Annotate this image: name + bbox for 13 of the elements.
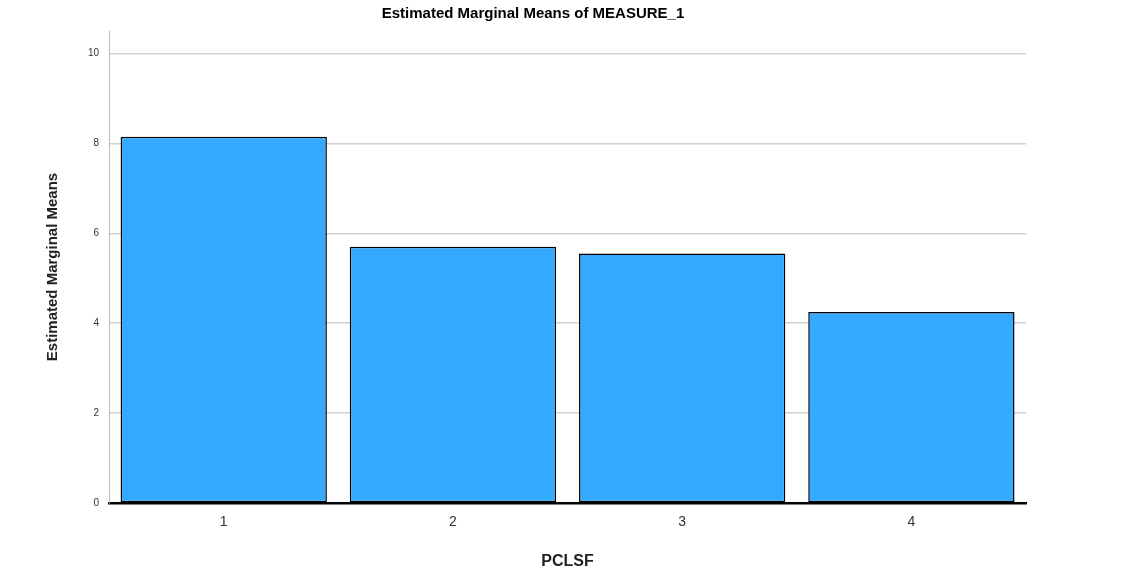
y-tick-label: 8 — [93, 137, 100, 149]
x-tick-label: 1 — [219, 513, 228, 530]
x-tick-label: 3 — [678, 513, 687, 530]
x-tick-label: 4 — [907, 513, 916, 530]
y-axis-title: Estimated Marginal Means — [43, 172, 61, 362]
y-tick-label: 0 — [93, 496, 100, 508]
y-tick-label: 10 — [88, 47, 100, 59]
y-tick-label: 6 — [93, 227, 100, 239]
x-axis-title: PCLSF — [541, 551, 595, 569]
chart-title: Estimated Marginal Means of MEASURE_1 — [381, 4, 685, 22]
y-tick-label: 2 — [93, 406, 100, 418]
x-tick-label: 2 — [449, 513, 458, 530]
y-tick-label: 4 — [93, 316, 100, 328]
